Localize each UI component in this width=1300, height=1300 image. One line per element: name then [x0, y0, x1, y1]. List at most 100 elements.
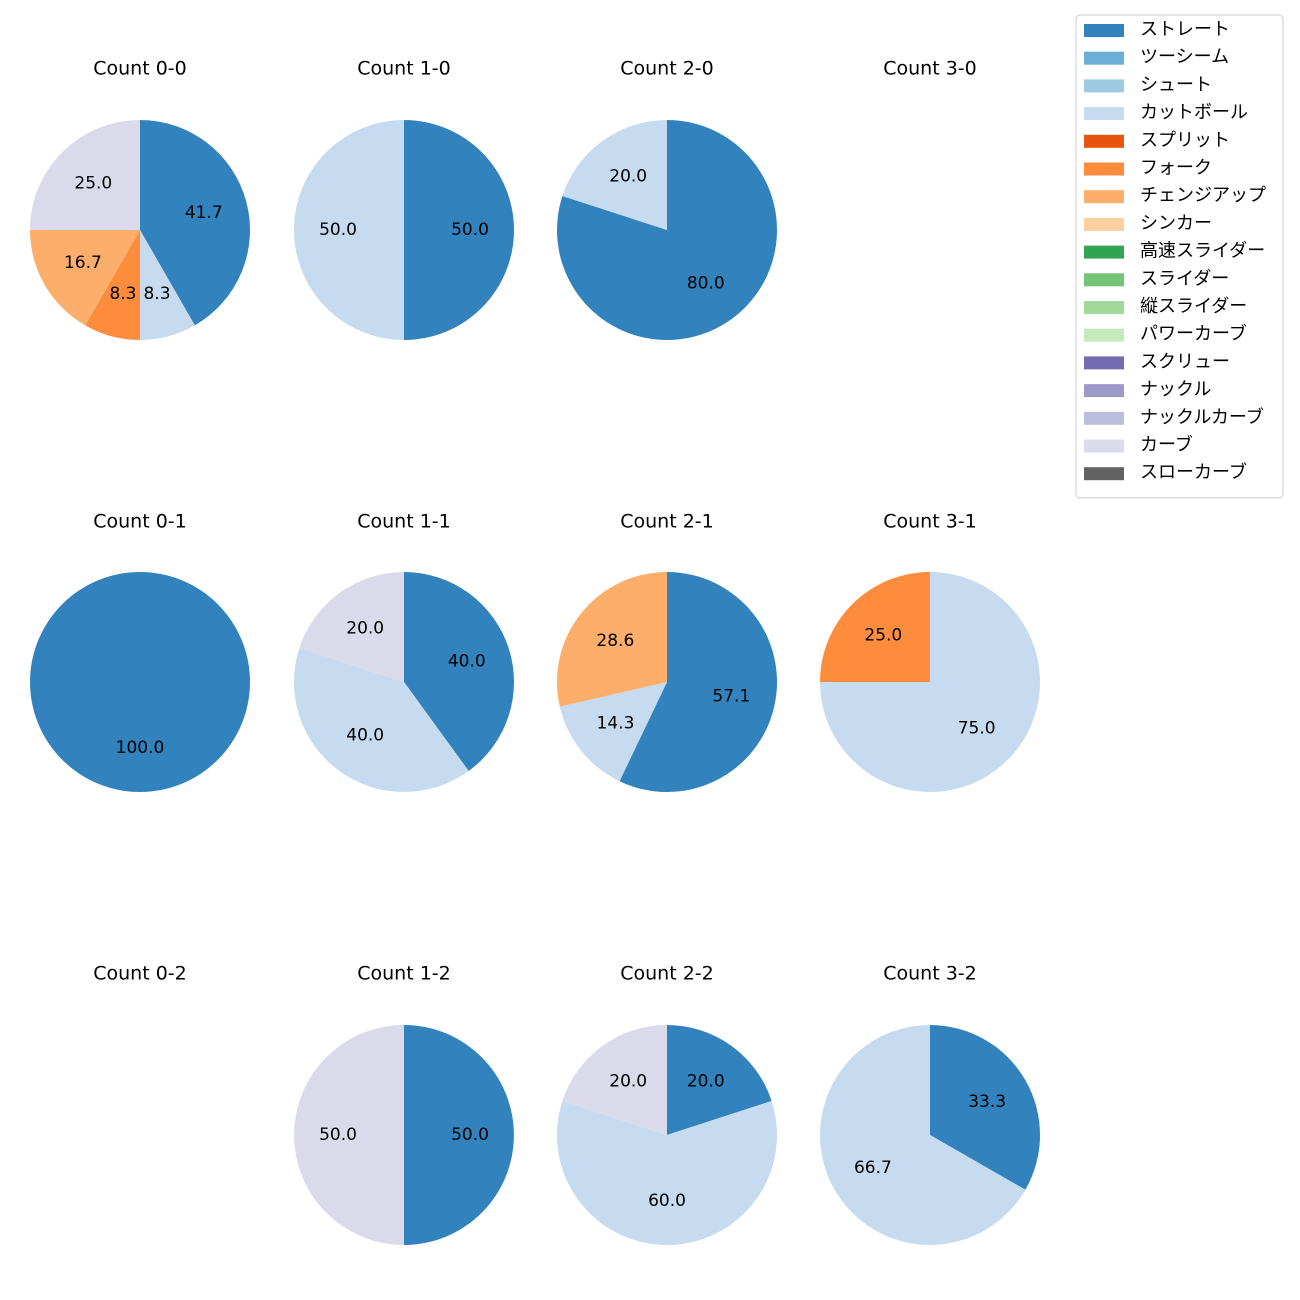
pie-panel: Count 1-0 50.0 50.0 [294, 58, 514, 340]
legend-swatch [1084, 301, 1124, 314]
legend-swatch [1084, 51, 1124, 65]
pie-slice-label: 41.7 [185, 203, 223, 223]
pie-panel: Count 2-2 20.0 60.0 20.0 [557, 963, 777, 1245]
pie-slice [404, 572, 515, 771]
pie-slice-label: 28.6 [596, 631, 634, 651]
pie-slice-label: 40.0 [448, 652, 486, 672]
pie-panel: Count 3-2 33.3 66.7 [820, 963, 1041, 1245]
legend-item: 高速スライダー [1084, 241, 1265, 262]
pie-title: Count 3-0 [883, 58, 977, 80]
legend-swatch [1084, 467, 1124, 481]
legend-swatch [1084, 384, 1124, 398]
pie-panel: Count 0-0 41.7 8.3 8.3 16.7 25.0 [30, 58, 251, 340]
pie-slice-label: 8.3 [109, 284, 136, 304]
pie-panels: Count 0-0 41.7 8.3 8.3 16.7 25.0 Count 1-0 50.0… [30, 58, 1041, 1245]
legend-item: 縦スライダー [1084, 296, 1247, 317]
pie-slice-label: 80.0 [687, 273, 725, 293]
pie-slice-label: 57.1 [712, 687, 750, 707]
pie-title: Count 1-2 [357, 963, 451, 985]
legend-item: スローカーブ [1084, 461, 1247, 483]
pie-slice [299, 572, 404, 682]
legend-swatch [1084, 190, 1124, 204]
pie-title: Count 2-0 [620, 58, 714, 80]
pie-slice-label: 20.0 [609, 167, 647, 187]
pie-title: Count 0-2 [93, 963, 187, 985]
legend-swatch [1084, 107, 1124, 121]
legend-swatch [1084, 217, 1124, 231]
pie-slice [140, 230, 195, 340]
pie-slice [562, 1025, 667, 1135]
legend-label: ツーシーム [1140, 47, 1229, 68]
pie-slice-label: 25.0 [864, 625, 902, 645]
pie-slice-label: 8.3 [143, 284, 170, 304]
legend-item: シュート [1084, 74, 1212, 95]
legend-item: ツーシーム [1084, 47, 1229, 68]
legend-label: シンカー [1140, 213, 1212, 234]
pie-panel: Count 3-0 [883, 58, 977, 80]
pie-slice-label: 50.0 [451, 220, 489, 240]
pie-title: Count 3-1 [883, 511, 977, 533]
pie-slice [30, 120, 140, 230]
pie-title: Count 1-0 [357, 58, 451, 80]
pie-title: Count 0-1 [93, 511, 187, 533]
legend-item: パワーカーブ [1084, 323, 1247, 345]
pie-slice [294, 1025, 404, 1245]
legend-swatch [1084, 439, 1124, 453]
legend-label: スローカーブ [1140, 461, 1247, 483]
pie-title: Count 0-0 [93, 58, 187, 80]
pie-slice [404, 1025, 514, 1245]
legend-item: ナックルカーブ [1084, 406, 1264, 428]
pie-slice [294, 120, 404, 340]
pie-slice-label: 100.0 [116, 738, 165, 758]
legend-label: ナックルカーブ [1140, 406, 1264, 428]
pie-slice-label: 14.3 [597, 713, 635, 733]
pie-title: Count 3-2 [883, 963, 977, 985]
legend-swatch [1084, 411, 1124, 425]
legend-item: スクリュー [1084, 351, 1230, 372]
pie-slice-label: 75.0 [958, 719, 996, 739]
pie-slice [562, 120, 667, 230]
legend: ストレートツーシームシュートカットボールスプリットフォークチェンジアップシンカー… [1075, 14, 1284, 499]
legend-label: スライダー [1140, 268, 1229, 289]
pie-slice-label: 50.0 [451, 1125, 489, 1145]
legend-swatch [1084, 328, 1124, 342]
pie-slice-label: 20.0 [609, 1072, 647, 1092]
legend-label: スプリット [1140, 130, 1230, 151]
pie-slice [930, 1025, 1041, 1190]
pie-slice [667, 1025, 772, 1135]
pie-slice [30, 572, 250, 792]
legend-label: ナックル [1140, 379, 1211, 400]
legend-label: チェンジアップ [1140, 185, 1266, 206]
pie-panel: Count 3-1 75.0 25.0 [820, 511, 1040, 792]
pie-slice [30, 230, 140, 326]
pie-slice [557, 1101, 777, 1245]
pie-slice [556, 572, 667, 707]
pie-slice [619, 571, 778, 792]
pie-panel: Count 0-2 [93, 963, 187, 985]
legend-label: フォーク [1140, 158, 1212, 179]
legend-frame [1075, 14, 1284, 499]
pie-slice-label: 20.0 [346, 619, 384, 639]
legend-swatch [1084, 162, 1124, 176]
pie-title: Count 2-2 [620, 963, 714, 985]
legend-swatch [1084, 79, 1124, 93]
pie-panel: Count 2-1 57.1 14.3 28.6 [556, 511, 778, 792]
pie-slice [293, 648, 469, 793]
pie-panel: Count 1-2 50.0 50.0 [294, 963, 514, 1245]
pie-panel: Count 2-0 80.0 20.0 [556, 58, 777, 340]
pie-title: Count 1-1 [357, 511, 451, 533]
pie-slice-label: 33.3 [968, 1092, 1006, 1112]
legend-label: パワーカーブ [1140, 323, 1247, 345]
legend-swatch [1084, 134, 1124, 148]
pie-slice [820, 572, 930, 682]
pie-slice [556, 120, 777, 340]
legend-swatch [1084, 24, 1124, 37]
legend-item: ストレート [1084, 19, 1230, 40]
legend-label: スクリュー [1140, 351, 1230, 372]
legend-label: 縦スライダー [1140, 296, 1247, 317]
pie-panel: Count 1-1 40.0 40.0 20.0 [293, 511, 515, 793]
pie-slice [820, 1025, 1026, 1245]
pie-slice [140, 120, 251, 326]
pie-slice-label: 50.0 [319, 220, 357, 240]
pie-slice [559, 682, 667, 782]
